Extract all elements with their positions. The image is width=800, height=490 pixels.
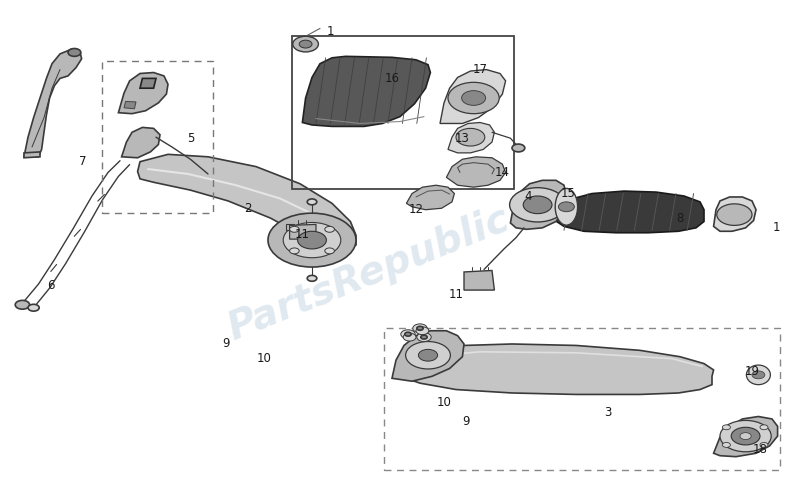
- Circle shape: [325, 248, 334, 254]
- Text: 11: 11: [449, 289, 463, 301]
- Circle shape: [290, 226, 299, 232]
- Circle shape: [307, 275, 317, 281]
- Ellipse shape: [555, 189, 578, 225]
- Polygon shape: [140, 78, 156, 88]
- Text: 17: 17: [473, 63, 487, 76]
- Circle shape: [558, 202, 574, 212]
- Polygon shape: [24, 152, 40, 158]
- Circle shape: [290, 248, 299, 254]
- Circle shape: [523, 196, 552, 214]
- Circle shape: [418, 349, 438, 361]
- Polygon shape: [122, 127, 160, 158]
- Circle shape: [510, 188, 566, 222]
- Polygon shape: [398, 344, 714, 394]
- Text: 10: 10: [437, 396, 451, 409]
- Circle shape: [307, 199, 317, 205]
- Circle shape: [283, 222, 341, 258]
- Circle shape: [405, 332, 411, 336]
- Circle shape: [28, 304, 39, 311]
- Text: 4: 4: [524, 190, 532, 202]
- Text: 16: 16: [385, 72, 399, 85]
- Text: 2: 2: [244, 202, 252, 215]
- Circle shape: [417, 333, 431, 342]
- Circle shape: [456, 128, 485, 146]
- Text: 14: 14: [495, 166, 510, 179]
- Polygon shape: [118, 73, 168, 114]
- Circle shape: [731, 427, 760, 445]
- Polygon shape: [138, 154, 356, 250]
- Text: 11: 11: [295, 228, 310, 241]
- Circle shape: [512, 144, 525, 152]
- Circle shape: [722, 425, 730, 430]
- Circle shape: [325, 226, 334, 232]
- Text: 6: 6: [46, 279, 54, 292]
- Circle shape: [268, 213, 356, 267]
- Polygon shape: [302, 56, 430, 126]
- Circle shape: [401, 330, 415, 339]
- Text: 1: 1: [326, 25, 334, 38]
- Text: 1: 1: [772, 221, 780, 234]
- Circle shape: [417, 326, 423, 330]
- Text: 5: 5: [186, 132, 194, 145]
- Circle shape: [298, 231, 326, 249]
- Text: 3: 3: [604, 406, 612, 419]
- Circle shape: [462, 91, 486, 105]
- Circle shape: [717, 204, 752, 225]
- Text: PartsRepublic: PartsRepublic: [222, 200, 514, 348]
- Polygon shape: [392, 331, 464, 381]
- Circle shape: [752, 371, 765, 379]
- Polygon shape: [440, 70, 506, 123]
- Ellipse shape: [746, 365, 770, 385]
- Circle shape: [15, 300, 30, 309]
- Polygon shape: [554, 191, 704, 233]
- Polygon shape: [714, 197, 756, 231]
- Text: 12: 12: [409, 203, 423, 216]
- Text: 18: 18: [753, 443, 767, 456]
- Text: 7: 7: [78, 155, 86, 168]
- Polygon shape: [124, 101, 136, 109]
- Polygon shape: [714, 416, 778, 457]
- Polygon shape: [446, 157, 506, 187]
- Circle shape: [68, 49, 81, 56]
- Circle shape: [448, 82, 499, 114]
- Circle shape: [403, 333, 416, 341]
- Text: 8: 8: [676, 212, 684, 224]
- Text: 19: 19: [745, 365, 759, 378]
- Circle shape: [416, 327, 429, 335]
- Circle shape: [760, 425, 768, 430]
- Polygon shape: [286, 224, 294, 230]
- Polygon shape: [448, 122, 494, 153]
- Circle shape: [299, 40, 312, 48]
- Circle shape: [406, 342, 450, 369]
- Polygon shape: [24, 49, 82, 157]
- Circle shape: [760, 442, 768, 447]
- Polygon shape: [464, 270, 494, 290]
- Circle shape: [722, 442, 730, 447]
- Text: 15: 15: [561, 187, 575, 200]
- Polygon shape: [406, 185, 454, 210]
- Text: 13: 13: [455, 132, 470, 145]
- Circle shape: [740, 433, 751, 440]
- Circle shape: [293, 36, 318, 52]
- Polygon shape: [290, 224, 316, 239]
- Circle shape: [421, 335, 427, 339]
- Circle shape: [720, 420, 771, 452]
- Text: 9: 9: [462, 415, 470, 428]
- Text: 9: 9: [222, 337, 230, 349]
- Text: 10: 10: [257, 352, 271, 365]
- Polygon shape: [510, 180, 566, 229]
- Circle shape: [413, 324, 427, 333]
